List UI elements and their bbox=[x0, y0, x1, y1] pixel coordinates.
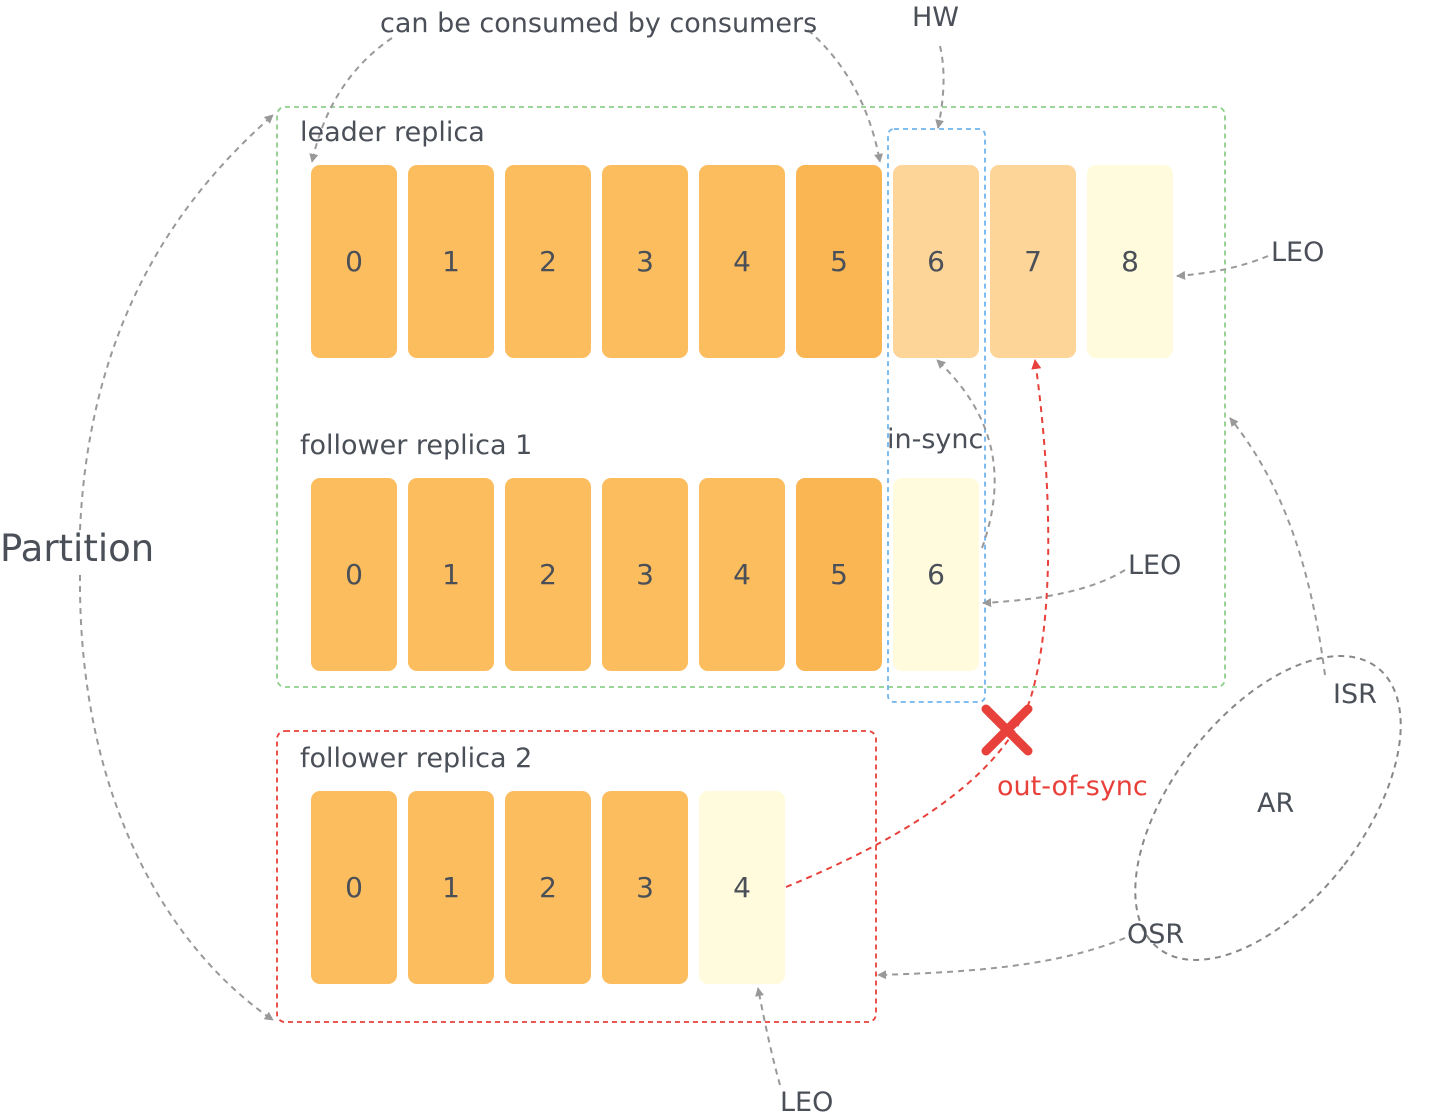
follower1-offset-cell: 0 bbox=[311, 478, 397, 671]
osr-label: OSR bbox=[1127, 919, 1185, 950]
leo-follower2-arrow bbox=[755, 987, 781, 1086]
leader-offset-cell: 2 bbox=[505, 165, 591, 358]
hw-column-box bbox=[887, 128, 986, 703]
follower2-offset-cell: 0 bbox=[311, 791, 397, 984]
follower1-offset-cell: 6 bbox=[893, 478, 979, 671]
leader-offset-cell: 6 bbox=[893, 165, 979, 358]
consumed-range-label: can be consumed by consumers bbox=[380, 8, 818, 39]
leader-offset-cell: 3 bbox=[602, 165, 688, 358]
consumed-arrow-right bbox=[807, 29, 883, 163]
isr-group-box bbox=[276, 106, 1226, 688]
out-of-sync-arrow bbox=[785, 359, 1050, 888]
in-sync-label: in-sync bbox=[887, 424, 984, 455]
follower1-offset-cell: 1 bbox=[408, 478, 494, 671]
hw-arrow bbox=[935, 45, 945, 129]
partition-arrow-top bbox=[79, 114, 274, 531]
osr-arrow bbox=[877, 937, 1126, 980]
follower2-offset-cell: 3 bbox=[602, 791, 688, 984]
hw-label: HW bbox=[912, 2, 959, 33]
leader-offset-cell: 1 bbox=[408, 165, 494, 358]
leader-offset-cell: 4 bbox=[699, 165, 785, 358]
follower2-offset-cell: 2 bbox=[505, 791, 591, 984]
out-of-sync-label: out-of-sync bbox=[997, 771, 1148, 802]
follower2-offset-cell: 4 bbox=[699, 791, 785, 984]
leo-follower2-label: LEO bbox=[780, 1087, 834, 1118]
partition-label: Partition bbox=[0, 527, 155, 570]
in-sync-arrow bbox=[936, 359, 996, 549]
consumed-arrow-left bbox=[309, 37, 393, 163]
leo-follower1-label: LEO bbox=[1128, 550, 1182, 581]
leo-leader-arrow bbox=[1176, 255, 1269, 280]
osr-group-box bbox=[276, 730, 877, 1023]
follower1-offset-cell: 2 bbox=[505, 478, 591, 671]
ar-ellipse bbox=[1134, 655, 1402, 961]
follower-replica-2-title: follower replica 2 bbox=[300, 743, 533, 774]
follower-replica-1-title: follower replica 1 bbox=[300, 430, 533, 461]
follower1-offset-cell: 3 bbox=[602, 478, 688, 671]
isr-arrow bbox=[1229, 417, 1326, 676]
out-of-sync-cross-icon bbox=[981, 704, 1033, 756]
leader-offset-cell: 5 bbox=[796, 165, 882, 358]
follower2-offset-cell: 1 bbox=[408, 791, 494, 984]
leader-offset-cell: 7 bbox=[990, 165, 1076, 358]
leader-replica-title: leader replica bbox=[300, 117, 485, 148]
leo-leader-label: LEO bbox=[1271, 237, 1325, 268]
leo-follower1-arrow bbox=[982, 569, 1126, 608]
leader-offset-cell: 0 bbox=[311, 165, 397, 358]
isr-label: ISR bbox=[1333, 679, 1377, 710]
follower1-offset-cell: 5 bbox=[796, 478, 882, 671]
leader-offset-cell: 8 bbox=[1087, 165, 1173, 358]
follower1-offset-cell: 4 bbox=[699, 478, 785, 671]
partition-arrow-bottom bbox=[78, 574, 274, 1021]
ar-label: AR bbox=[1257, 788, 1295, 819]
